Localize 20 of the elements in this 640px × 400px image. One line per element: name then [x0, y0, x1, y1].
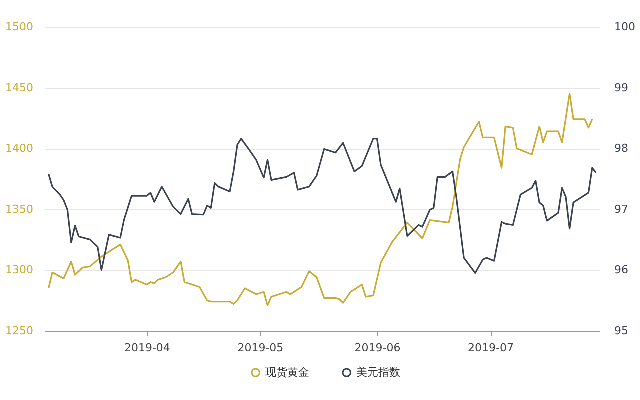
legend-label: 现货黄金 — [265, 366, 310, 379]
line-series — [48, 138, 598, 274]
y2-tick-label: 98 — [614, 142, 628, 156]
line-series — [48, 93, 594, 306]
y-tick-label: 1400 — [6, 142, 34, 156]
y-tick-label: 1300 — [6, 264, 34, 277]
x-tick-label: 2019-07 — [468, 342, 514, 354]
y2-tick-label: 100 — [614, 20, 636, 34]
y-tick-label: 1250 — [6, 324, 34, 338]
y2-tick-label: 96 — [614, 264, 628, 277]
y-tick-label: 1450 — [6, 81, 34, 94]
x-tick-label: 2019-04 — [124, 342, 170, 354]
legend-label: 美元指数 — [356, 366, 400, 379]
x-tick-label: 2019-06 — [354, 342, 401, 354]
y-tick-label: 1350 — [6, 202, 34, 216]
y2-tick-label: 95 — [614, 324, 628, 338]
y-tick-label: 1500 — [6, 20, 34, 34]
y2-tick-label: 99 — [614, 81, 628, 94]
y2-tick-label: 97 — [614, 202, 628, 216]
x-tick-label: 2019-05 — [238, 342, 284, 354]
